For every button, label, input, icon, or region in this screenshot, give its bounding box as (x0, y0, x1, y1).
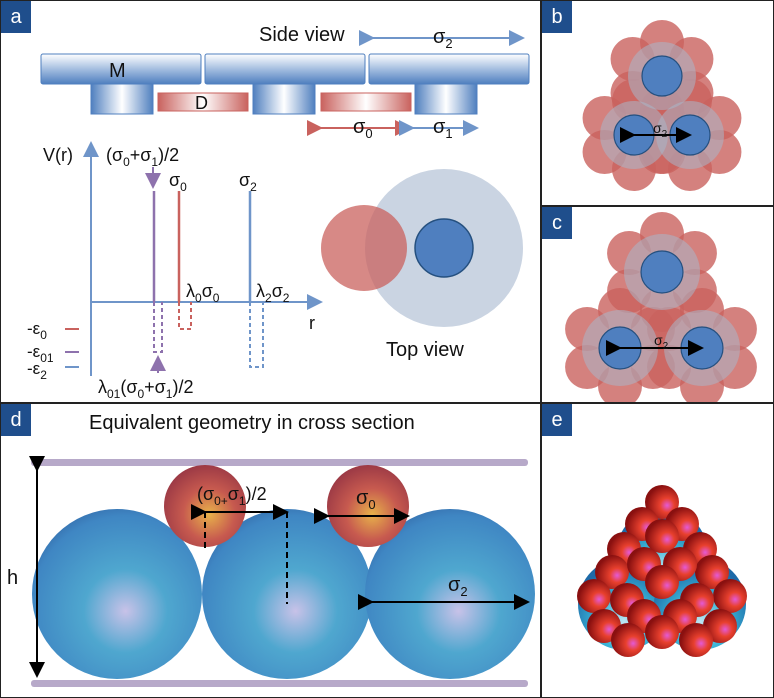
sigma0-side-label: σ0 (353, 116, 373, 141)
panel-d-title: Equivalent geometry in cross section (89, 412, 415, 434)
panel-e: e (541, 403, 774, 698)
blue-disk (641, 55, 683, 97)
panel-a: a (0, 0, 541, 403)
side-view-title: Side view (259, 24, 345, 46)
sigma2-side-label: σ2 (433, 26, 453, 51)
top-view-title: Top view (386, 339, 464, 361)
sigma2-plot-label: σ2 (239, 170, 257, 194)
bottom-plate (31, 680, 528, 687)
blue-disk (640, 250, 684, 294)
small-sphere-2 (327, 465, 409, 547)
red-sphere (611, 623, 645, 657)
top-view-blue-circle (414, 218, 474, 278)
red-sphere (679, 623, 713, 657)
panel-d: d Equivalent geometry in cross section (0, 403, 541, 698)
red-sphere (645, 519, 679, 553)
sigma0-plot-label: σ0 (169, 170, 187, 194)
d-bar-2 (320, 92, 412, 112)
lambda01-label: λ01(σ0+σ1)/2 (98, 377, 193, 401)
m-bar-3 (368, 53, 530, 85)
d-bar-1 (157, 92, 249, 112)
red-sphere (713, 579, 747, 613)
panel-c: c σ2 (541, 206, 774, 403)
panel-e-tag: e (542, 404, 572, 436)
panel-b-figure: σ2 (582, 20, 742, 191)
panel-c-figure: σ2 (565, 212, 757, 402)
m-block-2 (252, 83, 316, 115)
red-sphere (695, 555, 729, 589)
panel-a-tag: a (1, 1, 31, 33)
midpoint-label: (σ0+σ1)/2 (106, 145, 179, 169)
red-sphere (577, 579, 611, 613)
panel-b-tag: b (542, 1, 572, 33)
label-d: D (195, 93, 208, 113)
blue-well (249, 302, 264, 368)
top-view-red-circle (321, 205, 407, 291)
m-block-1 (90, 83, 154, 115)
label-m: M (109, 60, 126, 82)
m-bar-2 (204, 53, 366, 85)
sigma1-side-label: σ1 (433, 116, 453, 141)
purple-well (153, 302, 163, 353)
red-well (178, 302, 192, 330)
panel-d-tag: d (1, 404, 31, 436)
eps0-label: -ε0 (27, 319, 47, 342)
panel-d-figure: Equivalent geometry in cross section h (… (7, 412, 535, 687)
m-block-3 (414, 83, 478, 115)
axis-v-label: V(r) (43, 145, 73, 165)
red-sphere (645, 485, 679, 519)
axis-r-label: r (309, 313, 315, 333)
panel-c-tag: c (542, 207, 572, 239)
top-plate (31, 459, 528, 466)
panel-b: b σ2 (541, 0, 774, 206)
panel-a-figure: Side view σ2 M D σ0 σ1 V(r) r (27, 24, 530, 401)
panel-e-figure (577, 485, 747, 657)
red-sphere (645, 565, 679, 599)
h-label: h (7, 567, 18, 589)
red-sphere (595, 555, 629, 589)
big-sphere-1 (32, 509, 202, 679)
red-sphere (645, 615, 679, 649)
